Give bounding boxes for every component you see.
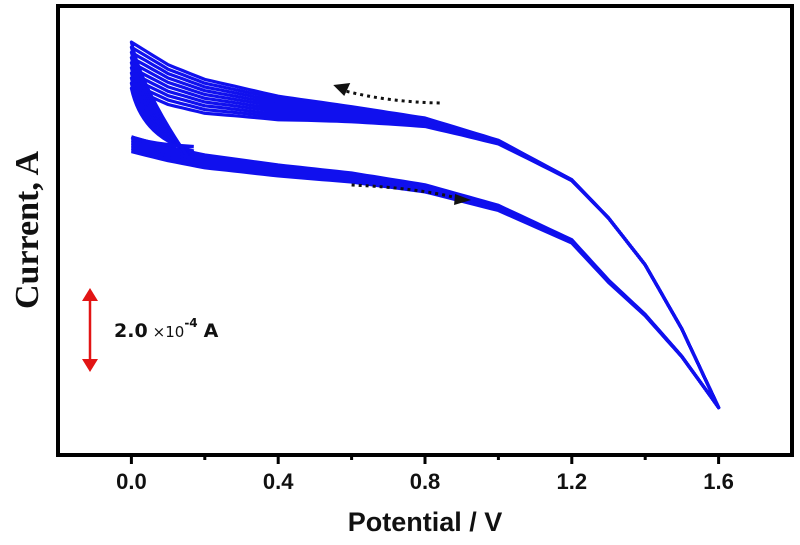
- x-axis-tick-labels: 0.0 0.4 0.8 1.2 1.6: [116, 469, 734, 494]
- scale-bar-unit: A: [204, 320, 219, 342]
- cv-cycle-10: [129, 40, 721, 410]
- scale-bar-exponent: -4: [184, 316, 197, 330]
- scale-bar-value: 2.0: [114, 320, 148, 342]
- x-tick-label: 0.0: [116, 469, 147, 494]
- reverse-scan-arrow-line: [344, 89, 440, 105]
- scale-bar-down-arrow-icon: [82, 358, 98, 372]
- x-tick-label: 0.4: [263, 469, 294, 494]
- cv-cycle-8: [129, 50, 721, 410]
- forward-scan-arrowhead-icon: [454, 194, 472, 205]
- scale-bar: 2.0 ×10-4 A: [82, 288, 219, 372]
- scan-direction-arrows: [333, 83, 472, 205]
- x-tick-label: 0.8: [410, 469, 441, 494]
- cv-start-segment: [130, 135, 194, 149]
- x-axis-ticks: [129, 455, 721, 464]
- scale-bar-multiplier: ×10: [153, 323, 185, 341]
- scale-bar-label: 2.0 ×10-4 A: [114, 316, 219, 342]
- y-axis-label: Current, A: [9, 151, 46, 309]
- x-tick-label: 1.2: [557, 469, 588, 494]
- cv-curves: [129, 40, 721, 410]
- reverse-scan-arrowhead-icon: [333, 83, 351, 96]
- x-axis-label: Potential / V: [348, 507, 503, 537]
- scale-bar-up-arrow-icon: [82, 288, 98, 302]
- x-tick-label: 1.6: [703, 469, 734, 494]
